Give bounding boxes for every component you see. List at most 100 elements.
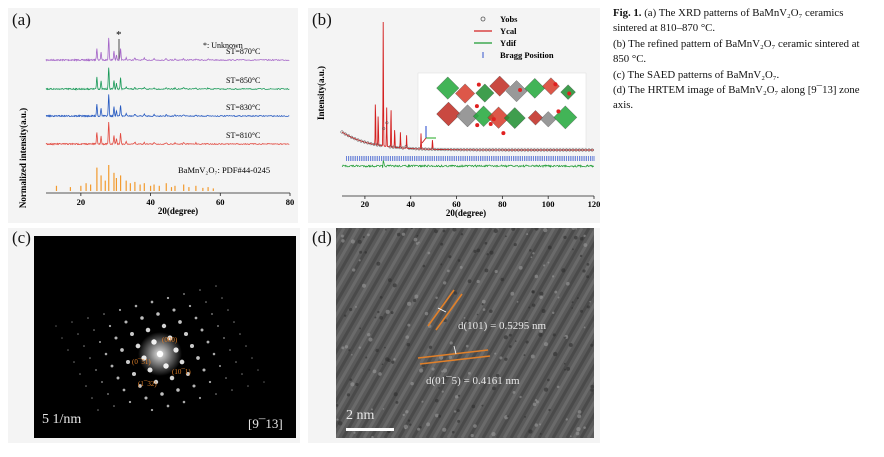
noise-dot [344, 345, 349, 349]
legend-label-3: Bragg Position [500, 50, 554, 60]
noise-dot [381, 363, 384, 366]
yobs-point [571, 148, 575, 152]
diffraction-spot [138, 384, 142, 388]
noise-dot [525, 340, 529, 344]
caption-line-b: (b) The refined pattern of BaMnV₂O₇ cera… [613, 37, 860, 66]
noise-dot [481, 299, 486, 304]
yobs-point [343, 132, 347, 136]
yobs-point [350, 135, 354, 139]
noise-dot [401, 232, 406, 236]
yobs-point [382, 126, 386, 131]
noise-dot [538, 332, 543, 337]
noise-dot [444, 376, 447, 379]
noise-dot [566, 366, 571, 371]
noise-dot [590, 384, 594, 389]
lattice-fringe [460, 228, 584, 438]
diffraction-spot [263, 381, 265, 383]
yobs-point [523, 148, 527, 152]
lattice-fringe [369, 228, 493, 438]
diffraction-spot [211, 313, 213, 315]
noise-dot [534, 399, 538, 402]
ylabel-b: Intensity(a.u.) [316, 66, 326, 120]
noise-dot [368, 368, 371, 371]
noise-dot [489, 250, 494, 255]
oxygen-atom-1 [501, 131, 506, 136]
noise-dot [414, 294, 419, 299]
noise-dot [367, 233, 370, 237]
noise-dot [459, 265, 463, 269]
yobs-point [481, 148, 485, 152]
noise-dot [407, 323, 411, 327]
noise-dot [554, 290, 558, 294]
lattice-fringe [336, 228, 353, 258]
noise-dot [561, 268, 566, 273]
lattice-fringe [439, 228, 563, 438]
lattice-fringe [362, 228, 486, 438]
yobs-point [590, 148, 594, 152]
noise-dot [557, 296, 560, 299]
noise-dot [462, 322, 465, 324]
diffraction-spot [163, 363, 169, 369]
xtick-label-b-5: 120 [588, 199, 600, 209]
yobs-point [520, 148, 524, 152]
noise-dot [532, 252, 535, 255]
yobs-point [366, 141, 370, 145]
legend-label-2: Ydif [500, 38, 516, 48]
yobs-point [452, 148, 456, 152]
noise-dot [514, 340, 517, 342]
caption-line-d: (d) The HRTEM image of BaMnV₂O₇ along [9… [613, 84, 860, 112]
noise-dot [385, 309, 390, 314]
polyhedron-9 [456, 104, 479, 128]
noise-dot [471, 404, 476, 409]
diffraction-spot [153, 379, 159, 385]
axis-a [421, 137, 427, 144]
diffraction-spot [87, 317, 89, 319]
spot-label-1: (0¯51) [132, 358, 151, 366]
yobs-point [529, 148, 533, 152]
diffraction-spot [160, 392, 164, 396]
series-label-1: ST=850°C [226, 76, 260, 85]
diffraction-spot [247, 385, 249, 387]
yobs-point [411, 147, 415, 151]
xtick-label-a-3: 80 [286, 197, 295, 207]
yobs-point [552, 148, 556, 152]
lattice-fringe [336, 228, 451, 429]
oxygen-atom-0 [476, 82, 481, 87]
yobs-point [564, 148, 569, 152]
noise-dot [526, 233, 529, 236]
diffraction-spot [172, 308, 176, 312]
lattice-fringe [425, 228, 549, 438]
lattice-fringe [488, 252, 594, 438]
yobs-point [433, 147, 437, 151]
noise-dot [341, 346, 345, 350]
noise-dot [443, 281, 447, 285]
series-label-2: ST=830°C [226, 103, 260, 112]
noise-dot [543, 228, 548, 233]
noise-dot [451, 430, 455, 434]
diffraction-spot [107, 393, 109, 395]
noise-dot [382, 408, 385, 410]
noise-dot [343, 314, 347, 317]
noise-dot [348, 349, 351, 352]
noise-dot [473, 249, 477, 253]
panel-a-label: (a) [12, 10, 31, 29]
lattice-fringe [453, 228, 577, 438]
polyhedron-4 [505, 80, 528, 103]
diffraction-spot [124, 320, 128, 324]
noise-dot [393, 358, 396, 361]
noise-dot [534, 423, 538, 427]
lattice-fringe [336, 228, 444, 417]
noise-dot [440, 242, 444, 246]
yobs-point [510, 148, 514, 152]
lattice-fringe [336, 228, 374, 295]
diffraction-spot [217, 325, 219, 327]
noise-dot [438, 414, 442, 418]
noise-dot [580, 309, 583, 313]
yobs-point [401, 146, 405, 150]
noise-dot [442, 427, 447, 432]
noise-dot [362, 235, 365, 239]
noise-dot [377, 310, 380, 314]
noise-dot [571, 228, 576, 230]
lattice-fringe [551, 363, 594, 438]
yobs-point [539, 148, 543, 152]
